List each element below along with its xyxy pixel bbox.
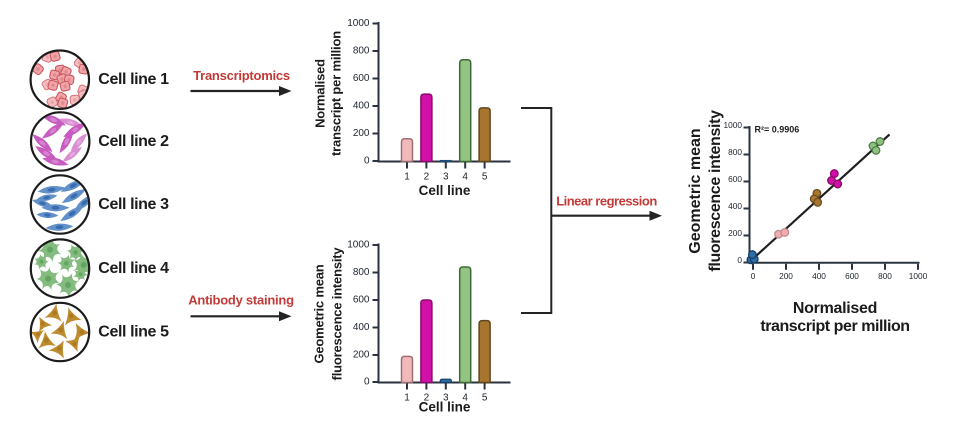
svg-text:fluorescence intensity: fluorescence intensity: [707, 110, 724, 272]
svg-text:200: 200: [353, 128, 370, 139]
svg-text:600: 600: [353, 73, 370, 84]
svg-text:R²= 0.9906: R²= 0.9906: [755, 125, 800, 135]
svg-text:0: 0: [737, 255, 742, 265]
svg-text:Cell line: Cell line: [419, 400, 471, 415]
svg-text:fluorescence intensity: fluorescence intensity: [330, 247, 345, 381]
svg-text:400: 400: [353, 322, 370, 333]
svg-text:Cell line 3: Cell line 3: [98, 196, 169, 213]
svg-text:transcript per million: transcript per million: [760, 318, 909, 335]
svg-text:Cell line: Cell line: [419, 183, 471, 198]
svg-text:3: 3: [443, 172, 449, 183]
svg-text:2: 2: [424, 393, 430, 404]
svg-text:Antibody staining: Antibody staining: [188, 293, 294, 308]
svg-text:400: 400: [353, 101, 370, 112]
svg-text:transcript per million: transcript per million: [329, 31, 344, 156]
svg-text:Cell line 4: Cell line 4: [98, 260, 169, 277]
svg-text:0: 0: [364, 377, 370, 388]
svg-text:1000: 1000: [347, 18, 370, 29]
svg-text:600: 600: [728, 174, 742, 184]
svg-text:Geometric mean: Geometric mean: [687, 128, 704, 253]
svg-text:1000: 1000: [724, 120, 743, 130]
svg-text:4: 4: [462, 172, 468, 183]
svg-text:1: 1: [404, 393, 410, 404]
svg-text:Cell line 1: Cell line 1: [98, 71, 169, 88]
svg-text:800: 800: [353, 267, 370, 278]
svg-text:3: 3: [443, 393, 449, 404]
svg-text:0: 0: [751, 271, 756, 281]
svg-text:800: 800: [353, 46, 370, 57]
svg-text:Geometric mean: Geometric mean: [312, 264, 327, 363]
svg-text:600: 600: [845, 271, 859, 281]
svg-text:800: 800: [728, 147, 742, 157]
svg-text:2: 2: [424, 172, 430, 183]
svg-text:600: 600: [353, 295, 370, 306]
svg-text:4: 4: [462, 393, 468, 404]
svg-text:0: 0: [364, 156, 370, 167]
svg-text:Cell line 2: Cell line 2: [98, 133, 169, 150]
svg-text:200: 200: [353, 350, 370, 361]
svg-text:400: 400: [812, 271, 826, 281]
svg-text:1000: 1000: [347, 240, 370, 251]
svg-text:1000: 1000: [909, 271, 928, 281]
svg-text:200: 200: [779, 271, 793, 281]
svg-text:200: 200: [728, 228, 742, 238]
svg-text:Normalised: Normalised: [313, 59, 328, 128]
svg-text:5: 5: [482, 172, 488, 183]
svg-text:Transcriptomics: Transcriptomics: [193, 68, 290, 83]
svg-text:1: 1: [404, 172, 410, 183]
svg-text:Cell line 5: Cell line 5: [98, 323, 169, 340]
svg-text:Linear regression: Linear regression: [556, 193, 657, 208]
svg-text:Normalised: Normalised: [793, 300, 877, 317]
svg-text:5: 5: [482, 393, 488, 404]
svg-text:400: 400: [728, 201, 742, 211]
svg-text:800: 800: [878, 271, 892, 281]
